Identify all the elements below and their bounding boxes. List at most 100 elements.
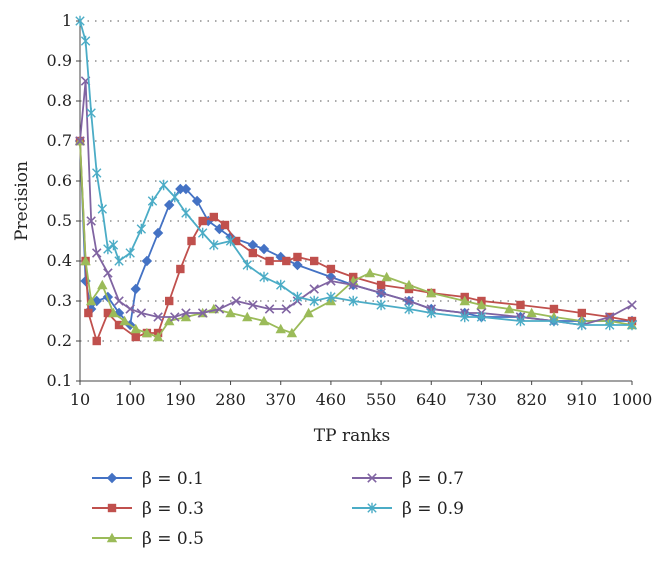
data-point bbox=[152, 227, 164, 239]
x-tick-label: 280 bbox=[215, 390, 246, 409]
data-point bbox=[276, 279, 286, 291]
data-point bbox=[130, 323, 141, 334]
data-point bbox=[376, 280, 386, 290]
data-point bbox=[136, 308, 147, 318]
data-point bbox=[103, 243, 113, 255]
data-point bbox=[604, 312, 615, 322]
data-point bbox=[97, 203, 107, 215]
data-point bbox=[459, 295, 470, 306]
series-group bbox=[74, 15, 638, 346]
data-point bbox=[125, 304, 135, 314]
y-tick-label: 0.2 bbox=[47, 331, 72, 350]
data-point bbox=[197, 227, 208, 239]
data-point bbox=[170, 191, 180, 203]
data-point bbox=[286, 327, 298, 338]
data-point bbox=[231, 236, 241, 246]
data-point bbox=[426, 287, 437, 298]
data-point bbox=[325, 271, 337, 283]
data-point bbox=[85, 295, 97, 306]
x-tick-label: 370 bbox=[265, 390, 296, 409]
data-point bbox=[75, 15, 85, 27]
legend-marker bbox=[106, 472, 118, 484]
y-axis-title: Precision bbox=[12, 161, 32, 241]
data-point bbox=[326, 264, 336, 274]
data-point bbox=[303, 307, 314, 318]
data-point bbox=[281, 304, 292, 314]
data-point bbox=[136, 223, 147, 235]
x-tick-label: 820 bbox=[516, 390, 547, 409]
data-point bbox=[158, 179, 169, 191]
data-point bbox=[125, 247, 135, 259]
legend-marker bbox=[367, 473, 377, 483]
data-point bbox=[75, 136, 85, 146]
data-point bbox=[92, 167, 102, 179]
data-point bbox=[191, 195, 203, 207]
x-tick-label: 640 bbox=[416, 390, 447, 409]
data-point bbox=[426, 307, 436, 319]
legend-label: β = 0.3 bbox=[142, 499, 204, 519]
series-5 bbox=[75, 15, 637, 331]
legend-item: β = 0.3 bbox=[92, 499, 204, 519]
data-point bbox=[198, 216, 207, 226]
data-point bbox=[108, 239, 119, 251]
data-point bbox=[80, 35, 91, 47]
data-point bbox=[225, 235, 236, 247]
data-point bbox=[247, 239, 259, 251]
legend: β = 0.1 β = 0.3 β = 0.5 β = 0.7 β = 0.9 bbox=[92, 469, 464, 549]
y-tick-label: 0.5 bbox=[47, 211, 72, 230]
data-point bbox=[326, 276, 336, 286]
data-point bbox=[248, 300, 258, 310]
data-point bbox=[119, 315, 130, 326]
series-4 bbox=[75, 76, 637, 330]
data-point bbox=[549, 315, 559, 327]
legend-label: β = 0.1 bbox=[142, 469, 204, 489]
data-point bbox=[181, 308, 191, 318]
data-point bbox=[92, 336, 101, 346]
data-point bbox=[476, 299, 487, 310]
data-point bbox=[605, 319, 615, 331]
data-point bbox=[504, 303, 515, 314]
y-tick-label: 0.3 bbox=[47, 291, 72, 310]
x-tick-labels: 10 100 190 280 370 460 550 640 730 820 910 1000 bbox=[70, 390, 653, 409]
data-point bbox=[80, 255, 91, 266]
data-point bbox=[164, 315, 175, 326]
data-point bbox=[381, 271, 392, 282]
data-point bbox=[176, 264, 185, 274]
series-2 bbox=[75, 136, 637, 346]
data-point bbox=[141, 255, 153, 267]
data-point bbox=[147, 195, 158, 207]
data-point bbox=[180, 183, 192, 195]
data-point bbox=[404, 296, 414, 306]
data-point bbox=[152, 331, 164, 342]
data-point bbox=[242, 259, 252, 271]
x-tick-label: 550 bbox=[366, 390, 397, 409]
x-tick-label: 100 bbox=[115, 390, 146, 409]
data-point bbox=[265, 256, 274, 266]
legend-marker bbox=[106, 532, 118, 543]
data-point bbox=[97, 279, 108, 290]
y-tick-label: 0.6 bbox=[47, 171, 72, 190]
x-tick-label: 730 bbox=[466, 390, 497, 409]
data-point bbox=[348, 295, 358, 307]
data-point bbox=[180, 311, 192, 322]
data-point bbox=[84, 308, 93, 318]
x-tick-label: 910 bbox=[567, 390, 598, 409]
data-point bbox=[403, 279, 415, 290]
x-axis-title: TP ranks bbox=[314, 426, 390, 446]
data-point bbox=[376, 288, 386, 298]
data-point bbox=[113, 307, 125, 319]
legend-item: β = 0.5 bbox=[92, 529, 204, 549]
data-point bbox=[248, 248, 258, 258]
data-point bbox=[376, 299, 386, 311]
data-point bbox=[460, 311, 470, 323]
data-point bbox=[404, 303, 414, 315]
legend-label: β = 0.5 bbox=[142, 529, 204, 549]
data-point bbox=[86, 107, 96, 119]
grid-lines bbox=[80, 20, 632, 342]
data-point bbox=[197, 308, 208, 318]
data-point bbox=[275, 323, 286, 334]
data-point bbox=[282, 256, 291, 266]
data-point bbox=[225, 307, 236, 318]
data-point bbox=[153, 312, 163, 322]
